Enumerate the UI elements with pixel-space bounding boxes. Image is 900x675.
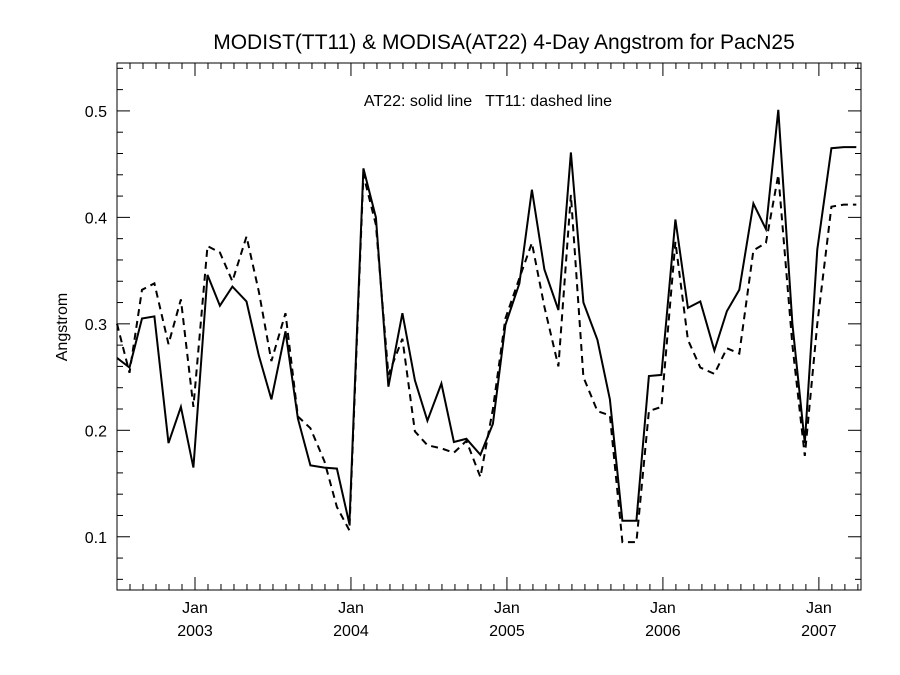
y-tick-label: 0.2: [85, 423, 107, 440]
x-tick-month: Jan: [806, 600, 832, 617]
chart-title: MODIST(TT11) & MODISA(AT22) 4-Day Angstr…: [213, 31, 795, 54]
x-tick-year: 2005: [489, 623, 525, 640]
axis-ticks: 0.1 0.2 0.3 0.4 0.5 Jan 2003 Jan 2004 Jan 2005 Jan 2…: [85, 63, 861, 640]
x-tick-year: 2006: [645, 623, 681, 640]
y-axis-label: Angstrom: [54, 293, 71, 361]
x-tick-month: Jan: [182, 600, 208, 617]
at22-series-line: [116, 109, 857, 525]
y-tick-label: 0.5: [85, 104, 107, 121]
y-tick-label: 0.4: [85, 210, 107, 227]
x-tick-year: 2004: [333, 623, 369, 640]
tt11-series-line: [116, 174, 857, 544]
y-tick-label: 0.1: [85, 530, 107, 547]
y-tick-label: 0.3: [85, 317, 107, 334]
line-style-annotation: AT22: solid line TT11: dashed line: [364, 93, 612, 110]
x-tick-year: 2003: [177, 623, 213, 640]
series-lines: [116, 109, 857, 544]
x-tick-month: Jan: [494, 600, 520, 617]
x-tick-month: Jan: [338, 600, 364, 617]
x-tick-year: 2007: [801, 623, 837, 640]
x-tick-month: Jan: [650, 600, 676, 617]
plot-frame: [116, 62, 862, 591]
